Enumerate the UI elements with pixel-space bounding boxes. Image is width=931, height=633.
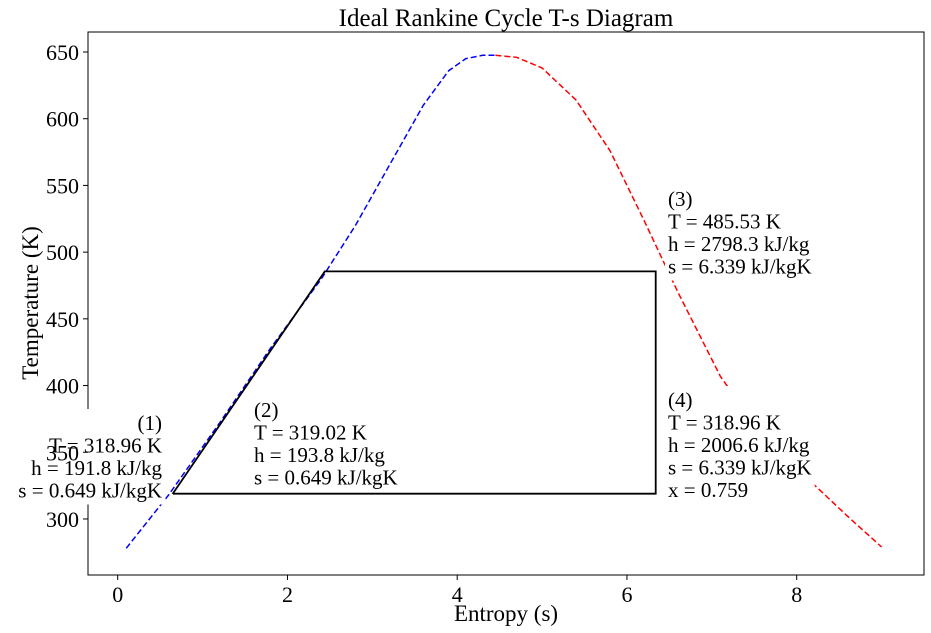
y-tick-label: 400 xyxy=(46,374,79,399)
y-axis-label: Temperature (K) xyxy=(18,226,43,380)
state-label: (2) xyxy=(254,398,279,422)
state-property: h = 193.8 kJ/kg xyxy=(254,443,385,467)
x-tick-label: 4 xyxy=(452,582,463,607)
annotation-background xyxy=(251,396,401,492)
y-tick-label: 550 xyxy=(46,173,79,198)
x-tick-label: 8 xyxy=(791,582,802,607)
y-tick-label: 600 xyxy=(46,107,79,132)
annotation-layer: (1)T = 318.96 Kh = 191.8 kJ/kgs = 0.649 … xyxy=(15,185,815,505)
plot-area-frame xyxy=(87,31,925,576)
x-axis-label: Entropy (s) xyxy=(454,601,558,626)
state-4-annotation: (4)T = 318.96 Kh = 2006.6 kJ/kgs = 6.339… xyxy=(665,386,815,504)
state-3-annotation: (3)T = 485.53 Kh = 2798.3 kJ/kgs = 6.339… xyxy=(665,185,815,281)
state-2-annotation: (2)T = 319.02 Kh = 193.8 kJ/kgs = 0.649 … xyxy=(251,396,401,492)
state-label: (3) xyxy=(668,187,693,211)
state-property: T = 318.96 K xyxy=(668,411,781,435)
x-tick-label: 0 xyxy=(112,582,123,607)
state-property: T = 318.96 K xyxy=(49,434,162,458)
state-1-annotation: (1)T = 318.96 Kh = 191.8 kJ/kgs = 0.649 … xyxy=(15,409,166,505)
rankine-cycle-line xyxy=(171,270,657,495)
annotation-background xyxy=(665,386,815,504)
chart-title: Ideal Rankine Cycle T-s Diagram xyxy=(339,5,674,32)
annotation-background xyxy=(665,185,815,281)
state-property: h = 2006.6 kJ/kg xyxy=(668,433,810,457)
x-tick-label: 2 xyxy=(282,582,293,607)
state-label: (1) xyxy=(138,411,163,435)
state-property: T = 319.02 K xyxy=(254,421,367,445)
x-tick-label: 6 xyxy=(621,582,632,607)
state-property: h = 191.8 kJ/kg xyxy=(31,456,162,480)
y-tick-label: 450 xyxy=(46,307,79,332)
annotation-background xyxy=(15,409,166,505)
state-property: s = 0.649 kJ/kgK xyxy=(18,479,162,503)
y-tick-label: 650 xyxy=(46,40,79,65)
state-property: s = 6.339 kJ/kgK xyxy=(668,456,812,480)
state-property: s = 0.649 kJ/kgK xyxy=(254,466,398,490)
state-property: T = 485.53 K xyxy=(668,210,781,234)
state-property: x = 0.759 xyxy=(668,478,748,502)
y-tick-label: 350 xyxy=(46,440,79,465)
state-property: s = 6.339 kJ/kgK xyxy=(668,255,812,279)
state-label: (4) xyxy=(668,388,693,412)
tick-layer: 0 2 4 6 8 300 350 400 450 500 550 600 650 xyxy=(46,40,802,607)
y-tick-label: 300 xyxy=(46,507,79,532)
state-property: h = 2798.3 kJ/kg xyxy=(668,232,810,256)
y-tick-label: 500 xyxy=(46,240,79,265)
